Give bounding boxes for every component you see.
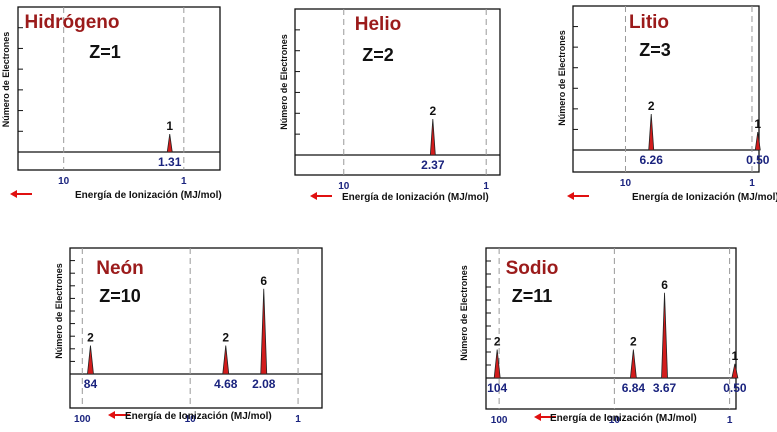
peak-count-label: 1 xyxy=(732,349,739,363)
ionization-energy-label: 6.84 xyxy=(622,381,646,395)
ionization-energy-label: 104 xyxy=(487,381,507,395)
y-axis-label: Número de Electrones xyxy=(54,263,64,359)
x-axis-label: Energía de Ionización (MJ/mol) xyxy=(632,192,777,203)
ionization-energy-label: 3.67 xyxy=(653,381,677,395)
peak-count-label: 6 xyxy=(260,274,267,288)
ionization-energy-label: 2.08 xyxy=(252,377,276,391)
peak-count-label: 2 xyxy=(630,335,637,349)
peak-count-label: 2 xyxy=(648,99,655,113)
ionization-energy-label: 2.37 xyxy=(421,158,445,172)
peak-count-label: 2 xyxy=(429,104,436,118)
x-tick-label: 1 xyxy=(483,181,489,192)
peak xyxy=(166,133,173,153)
ionization-energy-label: 0.50 xyxy=(746,153,770,167)
x-tick-label: 10 xyxy=(609,415,621,426)
chart-neon: 100 10 1 Número de Electrones Neón Z=10 2 84 2 4.… xyxy=(40,242,340,427)
chart-hidrogeno-svg: 10 1 Número de Electrones Hidrógeno Z=1 1 1.31… xyxy=(1,6,222,201)
x-tick-label: 1 xyxy=(181,176,187,187)
element-name: Litio xyxy=(629,12,669,33)
peak-count-label: 1 xyxy=(754,117,761,131)
peak-count-label: 6 xyxy=(661,278,668,292)
arrow-head-icon xyxy=(10,190,17,198)
plot-frame xyxy=(485,247,737,410)
atomic-number: Z=11 xyxy=(512,286,553,306)
peak-count-label: 2 xyxy=(222,331,229,345)
x-tick-label: 1 xyxy=(295,414,301,425)
plot-frame xyxy=(572,5,760,173)
x-tick-label: 10 xyxy=(185,414,197,425)
atomic-number: Z=1 xyxy=(89,42,121,62)
x-axis-label: Energía de Ionización (MJ/mol) xyxy=(125,411,272,422)
x-tick-label: 1 xyxy=(749,178,755,189)
chart-neon-svg: 100 10 1 Número de Electrones Neón Z=10 2 84 2 4.… xyxy=(54,247,323,425)
x-tick-label: 10 xyxy=(620,178,632,189)
peak xyxy=(661,292,668,379)
peak xyxy=(731,363,739,379)
element-name: Helio xyxy=(355,14,401,35)
atomic-number: Z=3 xyxy=(639,40,671,60)
peak xyxy=(493,349,501,379)
x-tick-label: 1 xyxy=(727,415,733,426)
y-axis-label: Número de Electrones xyxy=(557,30,567,126)
chart-helio-svg: 10 1 Número de Electrones Helio Z=2 2 2.37 Ener… xyxy=(279,8,501,203)
y-axis-label: Número de Electrones xyxy=(1,32,11,128)
element-name: Sodio xyxy=(506,258,559,279)
x-axis-label: Energía de Ionización (MJ/mol) xyxy=(342,192,489,203)
arrow-head-icon xyxy=(310,192,317,200)
y-axis-label: Número de Electrones xyxy=(459,265,469,361)
plot-frame xyxy=(69,247,323,409)
x-tick-label: 10 xyxy=(338,181,350,192)
x-axis-label: Energía de Ionización (MJ/mol) xyxy=(75,190,222,201)
peak xyxy=(429,118,436,156)
x-axis-label: Energía de Ionización (MJ/mol) xyxy=(550,413,697,424)
arrow-head-icon xyxy=(567,192,574,200)
ionization-energy-label: 6.26 xyxy=(640,153,664,167)
ionization-energy-label: 84 xyxy=(84,377,98,391)
peak-count-label: 2 xyxy=(494,335,501,349)
chart-litio-svg: 10 1 Número de Electrones Litio Z=3 2 6.26 1 0.5… xyxy=(557,5,777,203)
x-tick-label: 100 xyxy=(491,415,508,426)
arrow-head-icon xyxy=(108,411,115,419)
chart-sodio-svg: 100 10 1 Número de Electrones Sodio Z=11 2 104 2… xyxy=(459,247,747,426)
peak xyxy=(87,345,94,375)
atomic-number: Z=2 xyxy=(362,45,394,65)
element-name: Neón xyxy=(96,258,144,279)
peak xyxy=(222,345,230,375)
ionization-energy-label: 4.68 xyxy=(214,377,238,391)
peak xyxy=(648,113,655,151)
peak-count-label: 1 xyxy=(166,119,173,133)
peak xyxy=(260,288,268,375)
peak xyxy=(754,131,761,151)
arrow-head-icon xyxy=(534,413,541,421)
peak xyxy=(629,349,637,379)
plot-frame xyxy=(17,6,221,171)
x-tick-label: 100 xyxy=(74,414,91,425)
chart-helio: 10 1 Número de Electrones Helio Z=2 2 2.37 Ener… xyxy=(279,0,520,205)
x-tick-label: 10 xyxy=(58,176,70,187)
atomic-number: Z=10 xyxy=(99,286,141,306)
ionization-energy-label: 0.50 xyxy=(723,381,747,395)
chart-litio: 10 1 Número de Electrones Litio Z=3 2 6.26 1 0.5… xyxy=(557,0,777,205)
chart-hidrogeno: 10 1 Número de Electrones Hidrógeno Z=1 1 1.31… xyxy=(0,0,240,205)
peak-count-label: 2 xyxy=(87,331,94,345)
chart-sodio: 100 10 1 Número de Electrones Sodio Z=11 2 104 2… xyxy=(450,242,750,427)
element-name: Hidrógeno xyxy=(25,12,120,33)
y-axis-label: Número de Electrones xyxy=(280,34,289,130)
ionization-energy-label: 1.31 xyxy=(158,155,182,169)
